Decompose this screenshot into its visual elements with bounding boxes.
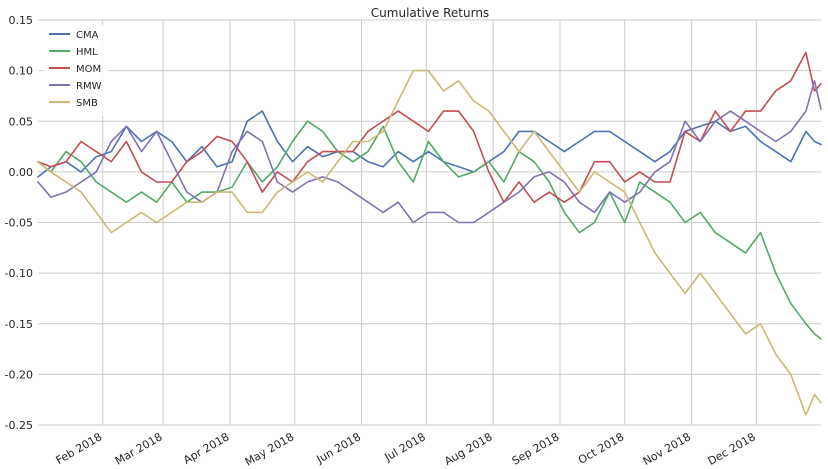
x-tick-label: May 2018 bbox=[243, 430, 296, 468]
grid-lines bbox=[38, 19, 821, 426]
series-lines bbox=[37, 51, 822, 416]
legend-label-rmw: RMW bbox=[76, 81, 102, 92]
y-tick-label: -0.10 bbox=[5, 267, 33, 280]
legend-label-cma: CMA bbox=[76, 30, 99, 41]
y-tick-label: -0.05 bbox=[5, 217, 33, 230]
y-tick-label: 0.10 bbox=[9, 65, 34, 78]
y-tick-label: 0.15 bbox=[9, 14, 34, 27]
series-line-smb bbox=[37, 69, 822, 416]
y-axis-ticks: 0.15 0.10 0.05 0.00 -0.05 -0.10 -0.15 -0.20 -0.2… bbox=[5, 14, 33, 432]
x-tick-label: Jun 2018 bbox=[314, 430, 364, 466]
x-tick-label: Sep 2018 bbox=[510, 430, 562, 467]
legend-label-hml: HML bbox=[76, 47, 98, 58]
x-axis-ticks: Feb 2018 Mar 2018 Apr 2018 May 2018 Jun 2018… bbox=[54, 430, 758, 468]
legend-label-mom: MOM bbox=[76, 64, 101, 75]
legend-box bbox=[44, 25, 108, 116]
y-tick-label: -0.15 bbox=[5, 318, 33, 331]
x-tick-label: Nov 2018 bbox=[641, 430, 693, 468]
x-tick-label: Mar 2018 bbox=[113, 430, 165, 467]
series-line-mom bbox=[37, 51, 822, 203]
x-tick-label: Dec 2018 bbox=[706, 430, 758, 468]
y-tick-label: 0.05 bbox=[9, 115, 34, 128]
x-tick-label: Jul 2018 bbox=[382, 430, 428, 464]
series-line-hml bbox=[37, 120, 822, 340]
chart-title: Cumulative Returns bbox=[371, 6, 489, 20]
y-tick-label: 0.00 bbox=[9, 166, 34, 179]
legend-label-smb: SMB bbox=[76, 98, 98, 109]
x-tick-label: Oct 2018 bbox=[576, 430, 626, 467]
series-line-rmw bbox=[37, 80, 822, 224]
legend: CMA HML MOM RMW SMB bbox=[44, 25, 108, 116]
x-tick-label: Feb 2018 bbox=[54, 430, 105, 467]
y-tick-label: -0.20 bbox=[5, 368, 33, 381]
x-tick-label: Apr 2018 bbox=[181, 430, 231, 467]
y-tick-label: -0.25 bbox=[5, 419, 33, 432]
series-line-cma bbox=[37, 110, 822, 178]
x-tick-label: Aug 2018 bbox=[442, 430, 494, 468]
